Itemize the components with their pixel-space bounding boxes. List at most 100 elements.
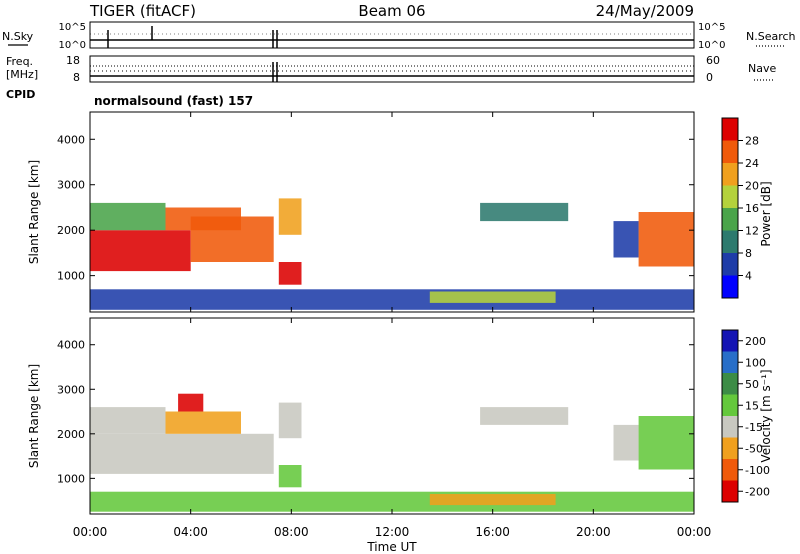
- freq-tick-bottom: 8: [73, 71, 80, 84]
- y-tick-label: 1000: [57, 270, 85, 283]
- colorbar-segment: [722, 230, 738, 254]
- colorbar-segment: [722, 140, 738, 164]
- x-tick-label: 00:00: [73, 525, 108, 539]
- colorbar-segment: [722, 253, 738, 276]
- data-band: [178, 393, 204, 412]
- data-band: [90, 202, 166, 231]
- y-tick-label: 2000: [57, 224, 85, 237]
- colorbar-segment: [722, 459, 738, 481]
- data-band: [278, 262, 302, 285]
- data-band: [90, 491, 694, 512]
- velocity-y-ticks: 1000 2000 3000 4000: [57, 339, 694, 485]
- data-band: [278, 402, 302, 439]
- data-band: [429, 494, 556, 506]
- data-band: [165, 207, 241, 231]
- date-title: 24/May/2009: [596, 2, 694, 20]
- x-tick-label: 08:00: [274, 525, 309, 539]
- colorbar-segment: [722, 437, 738, 460]
- colorbar-tick-label: -100: [745, 464, 770, 477]
- y-tick-label: 3000: [57, 383, 85, 396]
- x-tick-label: 00:00: [677, 525, 712, 539]
- colorbar-tick-label: 24: [745, 157, 759, 170]
- velocity-colorbar-label: Velocity [m s⁻¹]: [759, 369, 773, 462]
- cpid-label: CPID: [6, 88, 35, 101]
- colorbar-segment: [722, 163, 738, 186]
- colorbar-segment: [722, 185, 738, 209]
- colorbar-segment: [722, 118, 738, 141]
- beam-title: Beam 06: [358, 2, 425, 20]
- colorbar-segment: [722, 394, 738, 417]
- colorbar-tick-label: 12: [745, 225, 759, 238]
- y-tick-label: 4000: [57, 339, 85, 352]
- x-tick-label: 16:00: [475, 525, 510, 539]
- colorbar-segment: [722, 275, 738, 299]
- radar-title: TIGER (fitACF): [89, 2, 196, 20]
- nsearch-label: N.Search: [746, 30, 796, 43]
- x-tick-label: 20:00: [576, 525, 611, 539]
- cpid-value: normalsound (fast) 157: [94, 94, 253, 108]
- colorbar-tick-label: -50: [745, 442, 763, 455]
- power-colorbar: 4 8 12 16 20 24 28: [721, 117, 759, 299]
- time-axis-ticks: 00:00 04:00 08:00 12:00 16:00 20:00 00:00: [73, 112, 712, 539]
- colorbar-tick-label: 20: [745, 180, 759, 193]
- velocity-colorbar: 200 100 50 15 -15 -50 -100 -200: [721, 329, 770, 503]
- data-band: [278, 465, 302, 488]
- freq-label-line2: [MHz]: [6, 68, 38, 81]
- nave-label: Nave: [748, 62, 776, 75]
- noise-tick-top-left: 10^5: [59, 22, 86, 33]
- power-panel: 1000 2000 3000 4000: [57, 111, 695, 313]
- colorbar-segment: [722, 208, 738, 231]
- y-tick-label: 1000: [57, 472, 85, 485]
- y-tick-label: 3000: [57, 179, 85, 192]
- nave-tick-bottom: 0: [706, 71, 713, 84]
- nave-tick-top: 60: [706, 54, 720, 67]
- velocity-panel: 1000 2000 3000 4000: [57, 317, 695, 515]
- colorbar-frame: [721, 329, 739, 503]
- data-band: [613, 221, 639, 258]
- data-band: [90, 407, 166, 434]
- power-ylabel: Slant Range [km]: [27, 160, 41, 264]
- data-band: [90, 433, 274, 474]
- data-band: [165, 411, 241, 434]
- colorbar-tick-label: -200: [745, 485, 770, 498]
- power-y-ticks: 1000 2000 3000 4000: [57, 133, 694, 283]
- colorbar-tick-label: -15: [745, 421, 763, 434]
- data-band: [480, 407, 569, 425]
- freq-label-line1: Freq.: [6, 55, 33, 68]
- noise-tick-bottom-left: 10^0: [59, 40, 86, 51]
- colorbar-tick-label: 8: [745, 247, 752, 260]
- data-band: [90, 289, 694, 310]
- colorbar-tick-label: 50: [745, 378, 759, 391]
- freq-tick-top: 18: [66, 54, 80, 67]
- velocity-cells: [90, 393, 694, 512]
- colorbar-tick-label: 16: [745, 202, 759, 215]
- x-tick-label: 04:00: [173, 525, 208, 539]
- data-band: [429, 291, 556, 303]
- data-band: [278, 198, 302, 235]
- colorbar-tick-label: 15: [745, 399, 759, 412]
- y-tick-label: 2000: [57, 428, 85, 441]
- time-axis-label: Time UT: [366, 540, 417, 554]
- power-colorbar-label: Power [dB]: [759, 181, 773, 246]
- freq-panel: [89, 55, 695, 83]
- data-band: [638, 416, 694, 470]
- data-band: [90, 230, 191, 272]
- data-band: [638, 212, 694, 267]
- colorbar-tick-label: 4: [745, 270, 752, 283]
- colorbar-segment: [722, 373, 738, 395]
- data-band: [480, 202, 569, 222]
- colorbar-tick-label: 100: [745, 356, 766, 369]
- noise-tick-top-right: 10^5: [698, 22, 725, 33]
- colorbar-segment: [722, 330, 738, 352]
- noise-tick-bottom-right: 10^0: [698, 40, 725, 51]
- colorbar-segment: [722, 480, 738, 503]
- colorbar-segment: [722, 351, 738, 374]
- nsky-label: N.Sky: [2, 30, 34, 43]
- data-band: [613, 424, 639, 461]
- colorbar-tick-label: 28: [745, 135, 759, 148]
- noise-panel: [89, 21, 695, 49]
- power-cells: [90, 198, 694, 310]
- velocity-ylabel: Slant Range [km]: [27, 364, 41, 468]
- colorbar-segment: [722, 416, 738, 438]
